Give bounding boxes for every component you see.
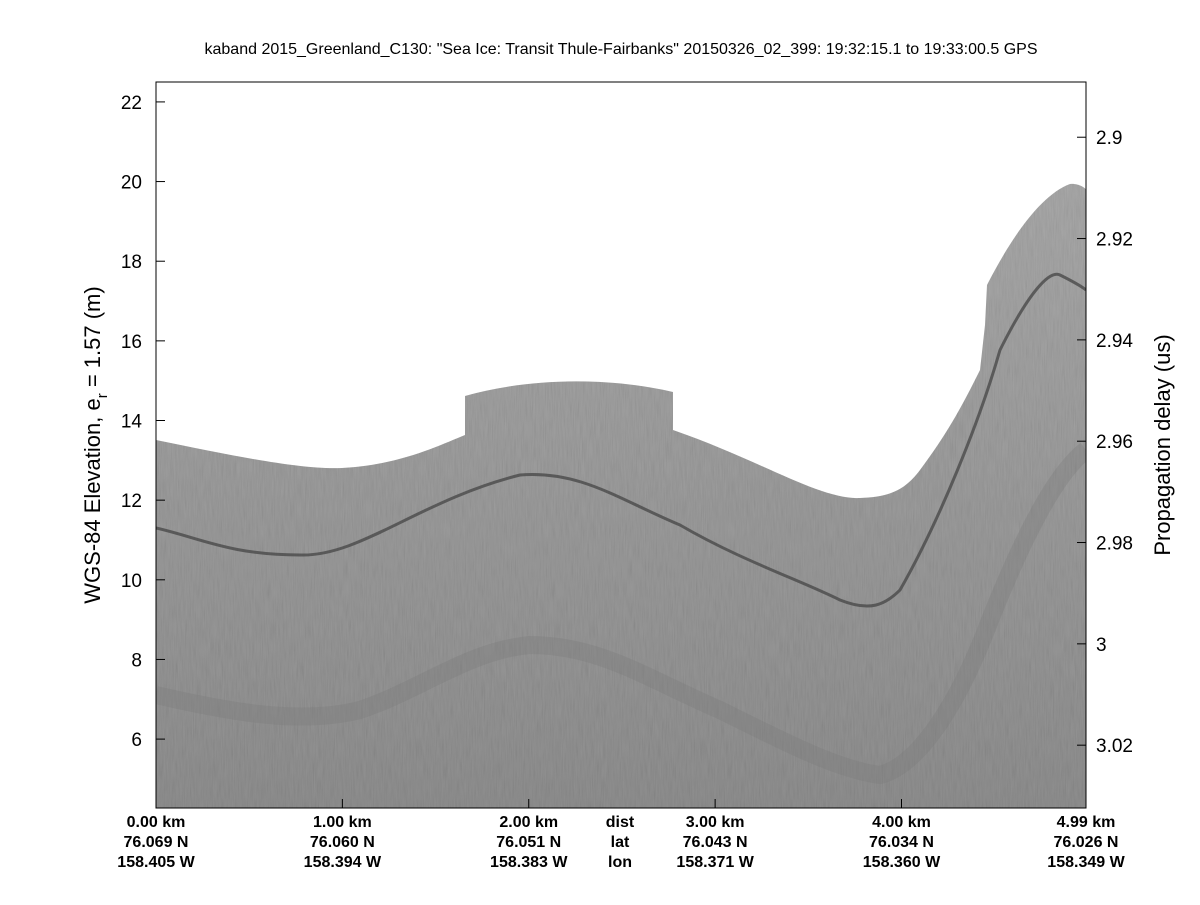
x-tick-label: 1.00 km <box>313 814 372 831</box>
y-tick-label: 22 <box>121 93 142 114</box>
x-tick-lon: 158.371 W <box>676 854 754 871</box>
y2-tick-label: 2.9 <box>1096 128 1122 149</box>
y-tick-label: 10 <box>121 571 142 592</box>
x-tick-label: 4.99 km <box>1057 814 1116 831</box>
y-tick-label: 18 <box>121 252 142 273</box>
x-tick-lat: 76.051 N <box>496 834 561 851</box>
x-tick-lon: 158.349 W <box>1047 854 1125 871</box>
y2-tick-label: 2.96 <box>1096 432 1133 453</box>
x-row-label: dist <box>606 814 635 831</box>
axes-box <box>155 81 1087 809</box>
y-axis-label: WGS-84 Elevation, er = 1.57 (m) <box>80 286 111 603</box>
x-tick-lat: 76.060 N <box>310 834 375 851</box>
y-tick-label: 12 <box>121 491 142 512</box>
x-tick-lon: 158.360 W <box>863 854 941 871</box>
x-tick-label: 3.00 km <box>686 814 745 831</box>
y2-tick-label: 3.02 <box>1096 736 1133 757</box>
y2-tick-label: 3 <box>1096 635 1107 656</box>
internal-layer <box>156 442 1086 785</box>
x-row-label: lon <box>608 854 632 871</box>
y-axis-label-suffix: = 1.57 (m) <box>80 286 105 393</box>
x-tick-lat: 76.034 N <box>869 834 934 851</box>
x-tick-lon: 158.394 W <box>304 854 382 871</box>
x-tick-lon: 158.405 W <box>117 854 195 871</box>
y-tick-label: 6 <box>131 730 142 751</box>
echogram <box>156 183 1086 808</box>
echogram-image <box>156 183 1086 808</box>
x-tick-lat: 76.043 N <box>683 834 748 851</box>
x-tick-lon: 158.383 W <box>490 854 568 871</box>
x-tick-label: 4.00 km <box>872 814 931 831</box>
y-tick-label: 20 <box>121 173 142 194</box>
y2-tick-label: 2.94 <box>1096 331 1133 352</box>
y-axis-label-text: WGS-84 Elevation, e <box>80 398 105 603</box>
x-row-label: lat <box>611 834 630 851</box>
y2-axis-label: Propagation delay (us) <box>1150 334 1175 555</box>
x-tick-label: 0.00 km <box>127 814 186 831</box>
y-tick-label: 14 <box>121 412 143 433</box>
y-axis-label-subscript: r <box>94 393 111 398</box>
x-tick-lat: 76.069 N <box>124 834 189 851</box>
y-tick-label: 16 <box>121 332 142 353</box>
y-tick-label: 8 <box>131 650 142 671</box>
surface-return <box>156 272 1086 608</box>
x-tick-label: 2.00 km <box>499 814 558 831</box>
y2-tick-label: 2.98 <box>1096 534 1133 555</box>
x-tick-lat: 76.026 N <box>1054 834 1119 851</box>
chart-title: kaband 2015_Greenland_C130: "Sea Ice: Tr… <box>205 41 1038 58</box>
y2-tick-label: 2.92 <box>1096 230 1133 251</box>
